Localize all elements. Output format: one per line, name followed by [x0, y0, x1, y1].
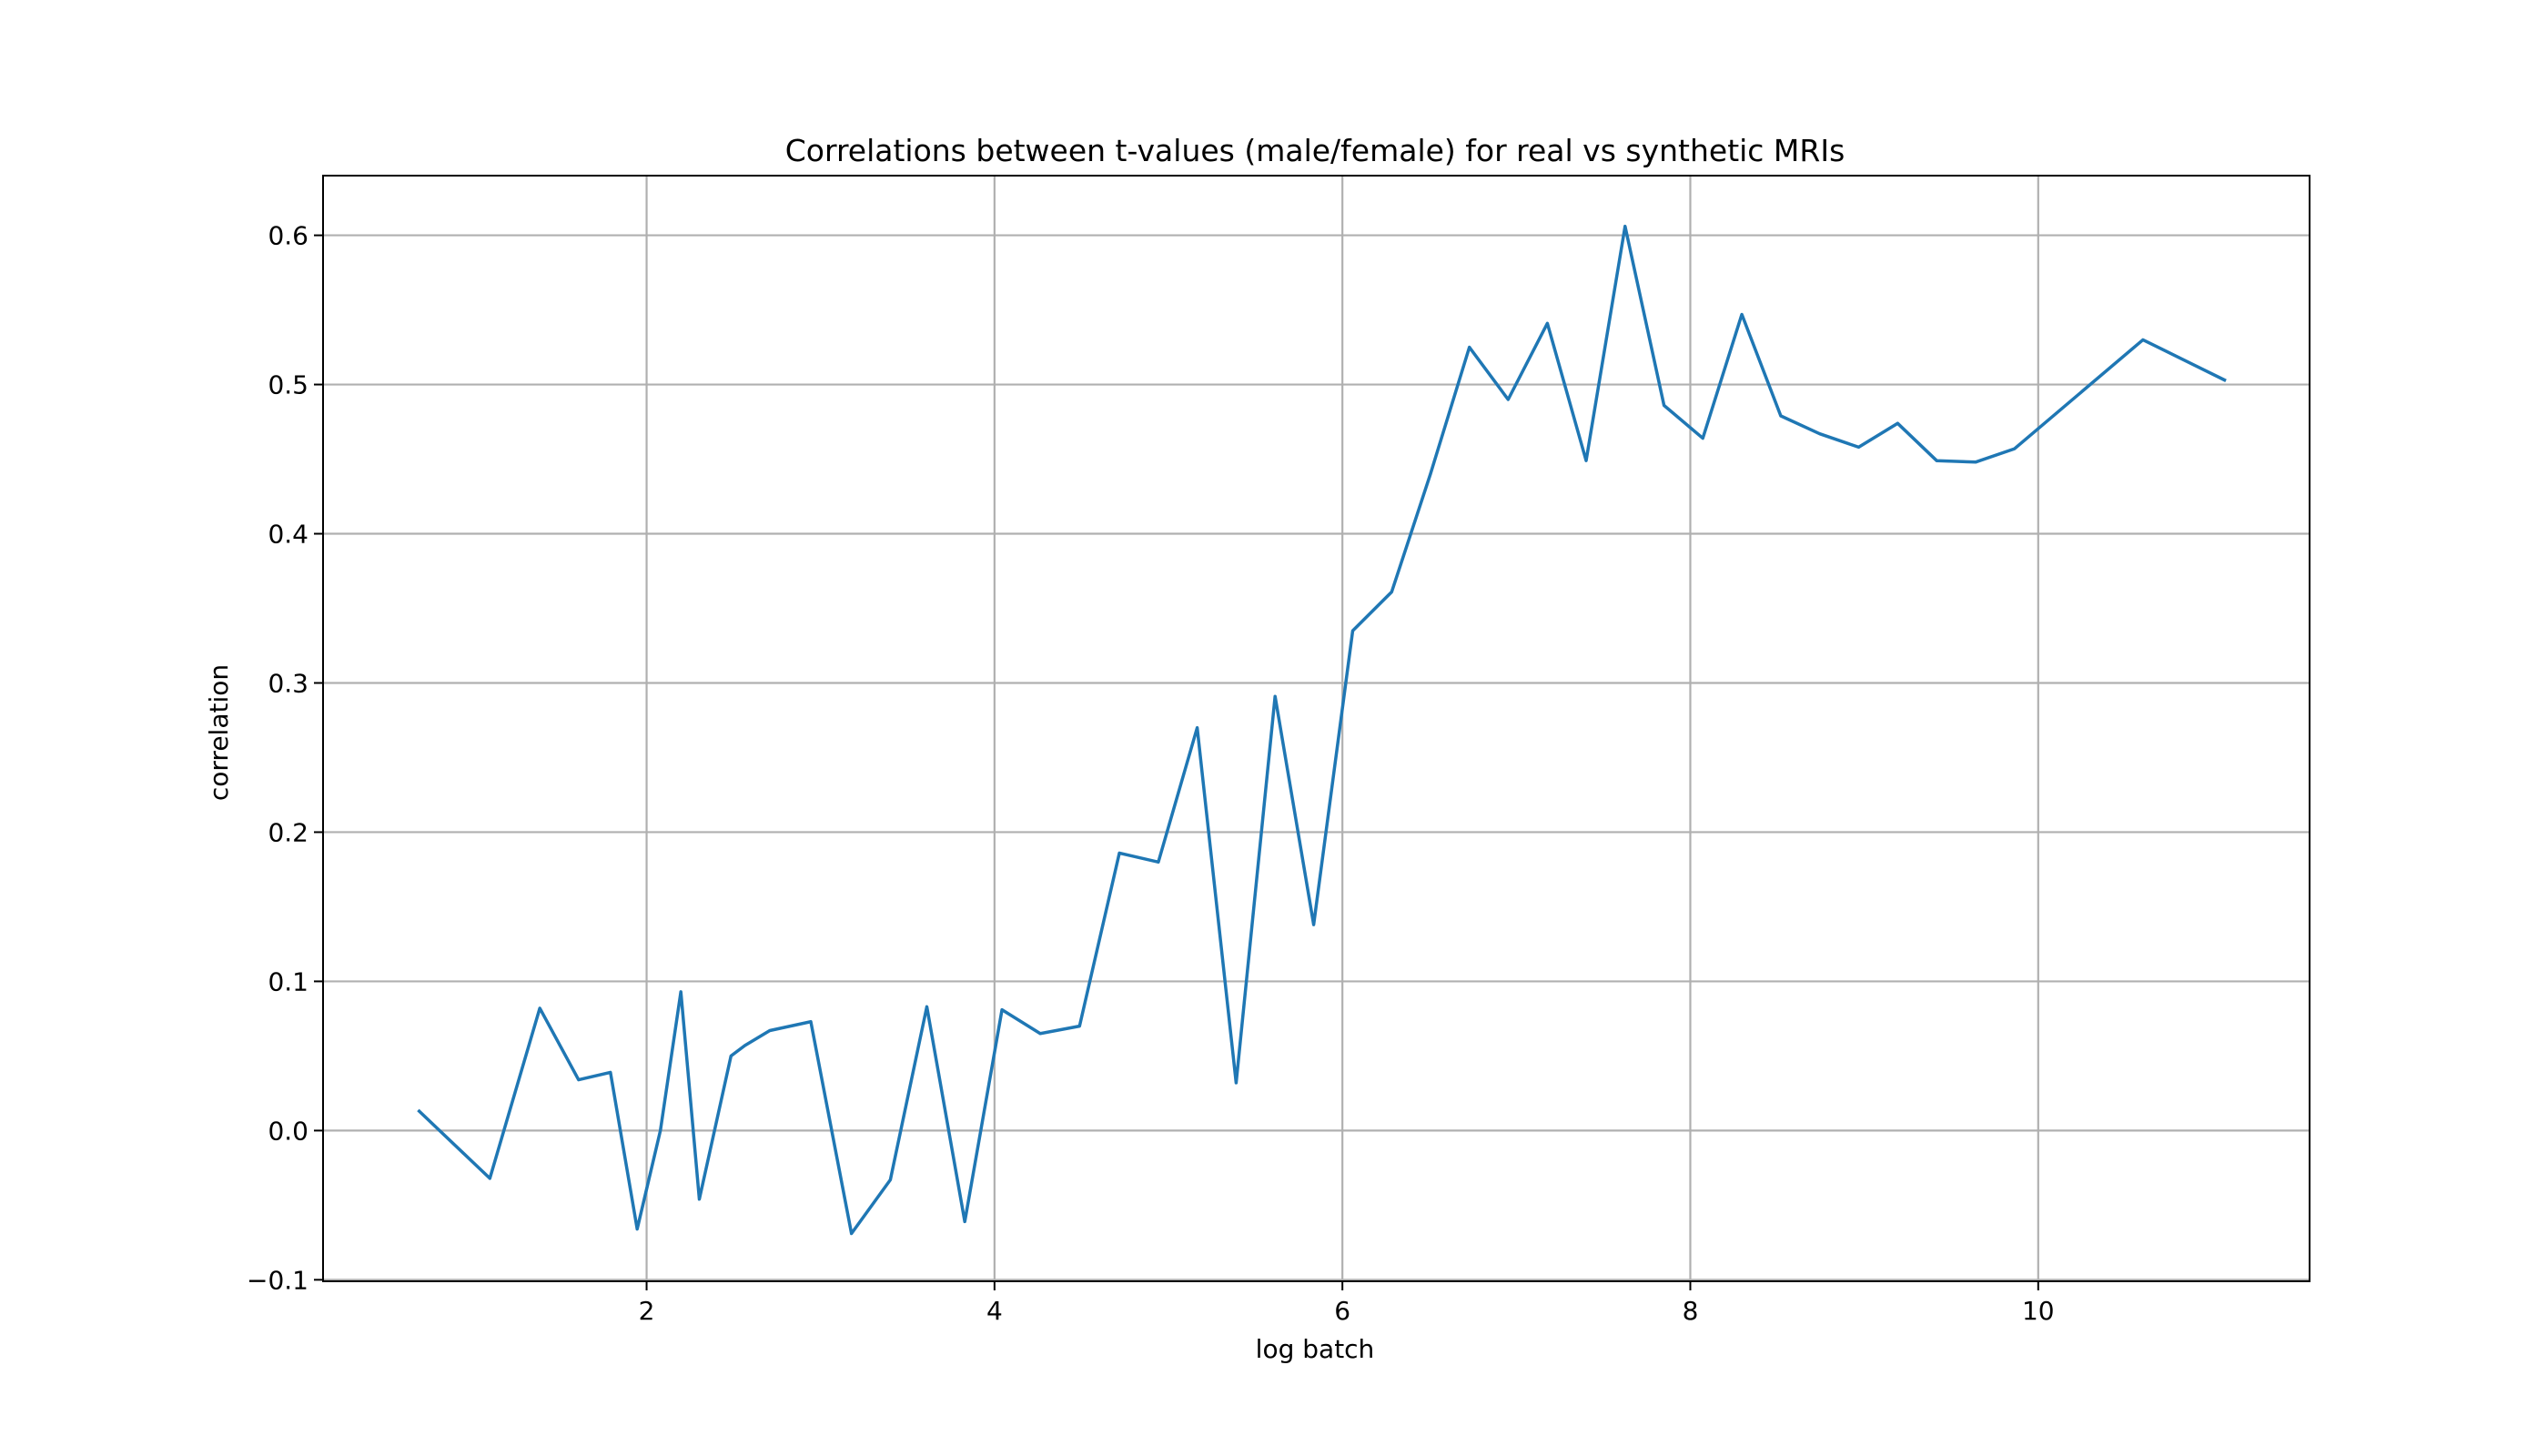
y-tick-label: 0.4	[268, 520, 308, 550]
grid-lines	[323, 176, 2310, 1281]
x-axis-label: log batch	[1256, 1334, 1375, 1364]
x-tick-label: 4	[986, 1296, 1003, 1326]
x-tick-label: 2	[639, 1296, 655, 1326]
x-tick-label: 10	[2022, 1296, 2055, 1326]
plot-frame	[322, 175, 2310, 1282]
y-tick-label: 0.2	[268, 817, 308, 847]
series-lines	[417, 224, 2227, 1236]
y-tick-label: 0.6	[268, 221, 308, 251]
x-tick-label: 8	[1683, 1296, 1699, 1326]
y-tick-label: 0.0	[268, 1116, 308, 1146]
series-line	[417, 224, 2227, 1236]
x-tick-label: 6	[1334, 1296, 1350, 1326]
y-tick-label: 0.5	[268, 370, 308, 400]
y-tick-label: 0.1	[268, 966, 308, 996]
y-tick-label: −0.1	[247, 1265, 308, 1295]
axis-ticks: 2 4 6 8 10 −0.1 0.0 0.1 0.2 0.3 0.4 0.5 0.6	[247, 221, 2055, 1326]
y-axis-label: correlation	[204, 664, 234, 801]
y-tick-label: 0.3	[268, 668, 308, 698]
chart-title: Correlations between t-values (male/fema…	[785, 133, 1845, 168]
